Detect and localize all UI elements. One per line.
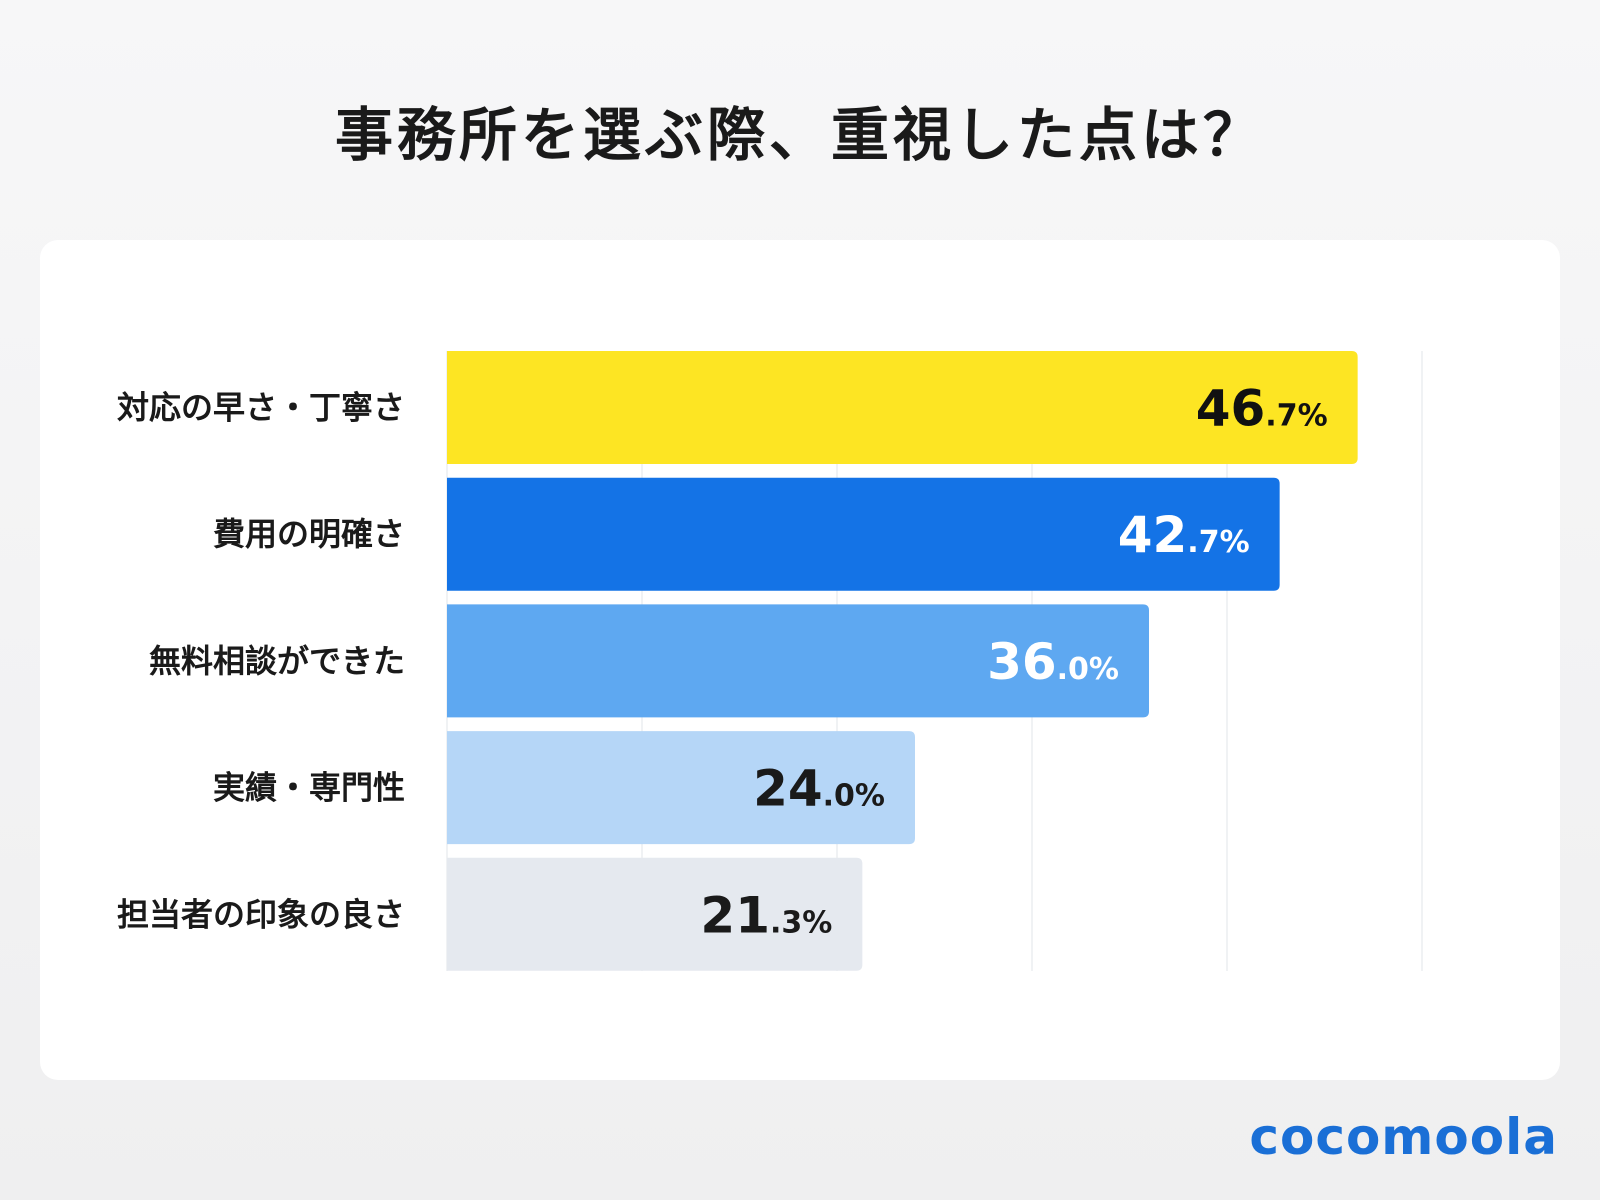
category-label: 費用の明確さ: [213, 515, 405, 553]
value-label: 46.7%: [1196, 380, 1328, 438]
cocomoola-logo: cocomoola: [1249, 1108, 1558, 1166]
category-label: 無料相談ができた: [149, 642, 405, 680]
category-label: 担当者の印象の良さ: [117, 895, 405, 933]
bar: [447, 857, 863, 971]
value-label: 21.3%: [700, 886, 832, 944]
category-label: 対応の早さ・丁寧さ: [117, 389, 405, 427]
bar: [447, 604, 1149, 718]
value-label: 24.0%: [753, 760, 885, 818]
bar: [447, 731, 915, 845]
bar: [447, 477, 1280, 591]
value-label: 36.0%: [987, 633, 1119, 691]
chart-title: 事務所を選ぶ際、重視した点は？: [334, 101, 1265, 169]
value-label: 42.7%: [1118, 506, 1250, 564]
category-label: 実績・専門性: [213, 769, 405, 807]
bar: [447, 351, 1358, 464]
